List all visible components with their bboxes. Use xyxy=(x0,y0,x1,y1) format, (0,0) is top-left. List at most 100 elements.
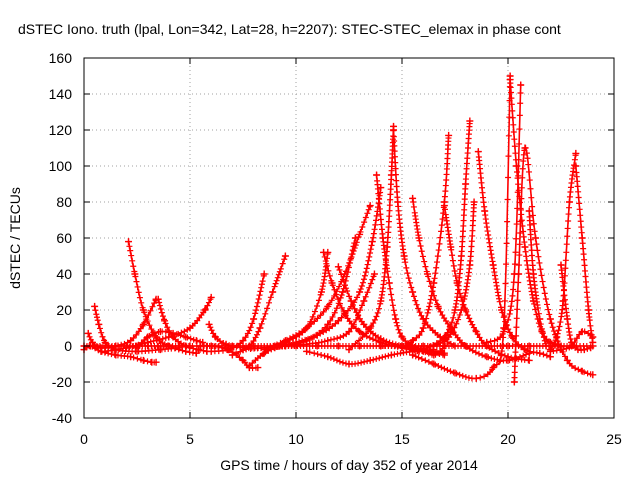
data-point xyxy=(583,284,590,291)
data-point-key xyxy=(334,263,342,271)
data-point xyxy=(134,283,141,290)
data-point xyxy=(468,238,475,245)
data-point xyxy=(309,313,316,320)
data-point xyxy=(439,312,446,319)
data-point xyxy=(533,241,540,248)
data-point xyxy=(408,284,415,291)
data-point xyxy=(540,284,547,291)
data-point-key xyxy=(377,297,385,305)
data-point-key xyxy=(320,248,328,256)
data-point xyxy=(435,247,442,254)
data-point xyxy=(502,280,509,287)
data-point xyxy=(508,303,515,310)
data-point xyxy=(314,315,321,322)
data-point xyxy=(338,304,345,311)
series-arc-39 xyxy=(80,342,597,350)
x-tick-label: 10 xyxy=(288,431,304,447)
data-point xyxy=(299,337,306,344)
data-point-key xyxy=(317,288,325,296)
data-point xyxy=(509,107,516,114)
data-point xyxy=(438,222,445,229)
data-point-key xyxy=(328,279,336,287)
data-point xyxy=(391,148,398,155)
data-point xyxy=(382,353,389,360)
data-point-key xyxy=(470,198,478,206)
data-point xyxy=(488,355,495,362)
data-point xyxy=(249,320,256,327)
data-point xyxy=(252,310,259,317)
data-point xyxy=(528,241,535,248)
data-point xyxy=(168,332,175,339)
data-point xyxy=(516,241,523,248)
x-axis-label: GPS time / hours of day 352 of year 2014 xyxy=(220,457,478,473)
data-point-key xyxy=(462,342,470,350)
y-tick-label: 60 xyxy=(56,230,72,246)
data-point xyxy=(496,295,503,302)
data-point xyxy=(392,165,399,172)
data-point xyxy=(524,262,531,269)
data-point xyxy=(438,364,445,371)
data-point xyxy=(314,351,321,358)
data-point xyxy=(349,301,356,308)
data-point xyxy=(384,234,391,241)
data-point-key xyxy=(457,252,465,260)
data-point xyxy=(323,327,330,334)
data-point-key xyxy=(440,351,448,359)
y-tick-label: 20 xyxy=(56,302,72,318)
data-point xyxy=(373,217,380,224)
data-point-key xyxy=(377,342,385,350)
data-point-key xyxy=(161,317,169,325)
data-point xyxy=(528,285,535,292)
data-point-key xyxy=(589,342,597,350)
data-point xyxy=(469,227,476,234)
data-point xyxy=(385,218,392,225)
data-point xyxy=(562,257,569,264)
data-point xyxy=(324,262,331,269)
data-point xyxy=(513,221,520,228)
data-point xyxy=(416,332,423,339)
data-point xyxy=(575,366,582,373)
data-point xyxy=(460,217,467,224)
data-point xyxy=(571,156,578,163)
data-point xyxy=(573,335,580,342)
data-point xyxy=(386,207,393,214)
data-point-key xyxy=(447,243,455,251)
data-point xyxy=(272,280,279,287)
data-point xyxy=(564,233,571,240)
data-point xyxy=(485,235,492,242)
data-point xyxy=(472,349,479,356)
data-point xyxy=(443,171,450,178)
data-point-key xyxy=(489,364,497,372)
data-point xyxy=(364,289,371,296)
data-point-key xyxy=(572,149,580,157)
data-point xyxy=(373,355,380,362)
data-point xyxy=(335,296,342,303)
data-point-key xyxy=(122,342,130,350)
data-point xyxy=(508,354,515,361)
data-point xyxy=(153,337,160,344)
x-tick-label: 0 xyxy=(80,431,88,447)
data-point xyxy=(314,303,321,310)
data-point xyxy=(511,143,518,150)
data-point xyxy=(306,349,313,356)
data-point xyxy=(343,285,350,292)
data-point xyxy=(359,279,366,286)
data-point-key xyxy=(139,356,147,364)
data-point-key xyxy=(366,356,374,364)
data-point xyxy=(501,312,508,319)
data-point xyxy=(505,316,512,323)
data-point-key xyxy=(260,270,268,278)
data-point-key xyxy=(589,333,597,341)
data-point xyxy=(361,358,368,365)
data-point xyxy=(267,294,274,301)
data-point-key xyxy=(254,364,262,372)
data-point xyxy=(406,279,413,286)
data-point xyxy=(351,245,358,252)
data-point xyxy=(253,331,260,338)
data-point xyxy=(574,183,581,190)
data-point-key xyxy=(536,315,544,323)
data-point xyxy=(446,326,453,333)
data-point-key xyxy=(546,342,554,350)
data-point-key xyxy=(324,320,332,328)
data-point xyxy=(96,325,103,332)
